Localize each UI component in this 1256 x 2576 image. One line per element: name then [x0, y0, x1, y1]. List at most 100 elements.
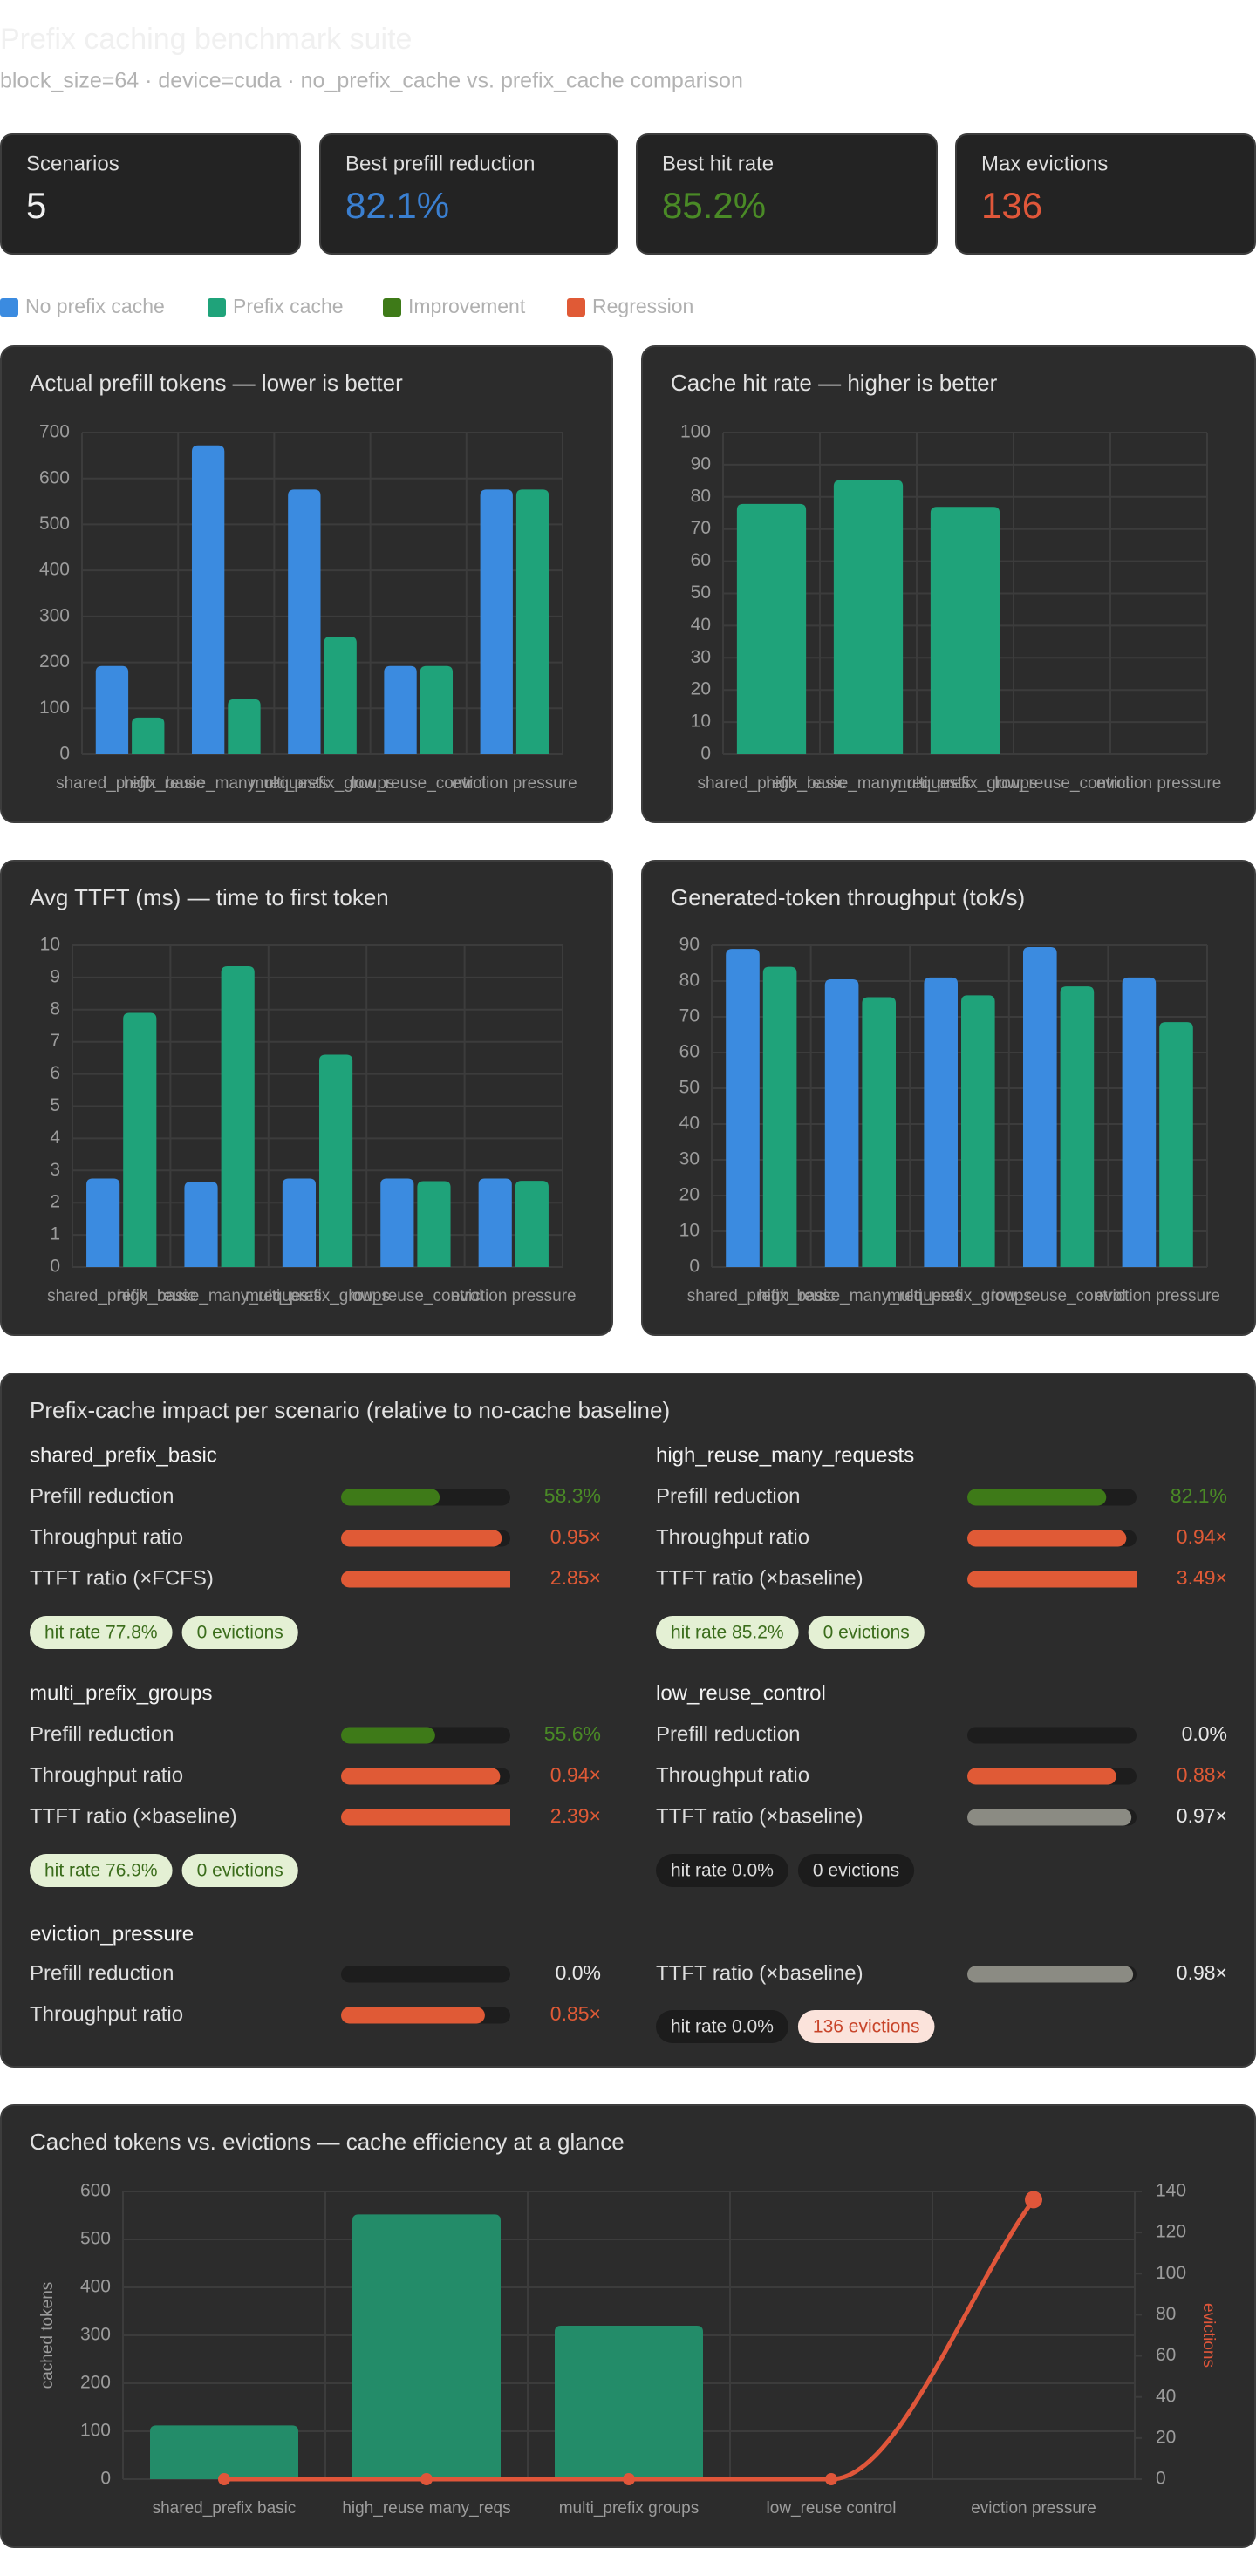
- y-tick-label: 60: [691, 550, 711, 570]
- y-tick-label: 90: [691, 453, 711, 474]
- badge-text: hit rate 77.8%: [44, 1623, 158, 1643]
- bar: [762, 966, 797, 1267]
- badge: [797, 1854, 915, 1887]
- metric-value: 2.39×: [550, 1804, 601, 1827]
- x-tick-label: high_reuse_many_requests: [124, 774, 329, 793]
- metric-value: 2.85×: [550, 1566, 601, 1589]
- y-tick-label: 0: [100, 2469, 111, 2489]
- y-tick-label: 9: [50, 966, 60, 986]
- metric-value: 0.98×: [1177, 1961, 1227, 1984]
- metric-value: 0.97×: [1177, 1804, 1227, 1827]
- bar: [930, 507, 1000, 754]
- metric-label: Prefill reduction: [30, 1722, 174, 1746]
- badge: [181, 1854, 298, 1887]
- meter-track: [967, 1727, 1137, 1744]
- metric-label: Throughput ratio: [656, 1525, 809, 1549]
- y-axis-title: cached tokens: [38, 2282, 57, 2389]
- meter-track: [341, 2007, 510, 2024]
- kpi-value: 136: [981, 185, 1042, 226]
- point: [218, 2473, 230, 2485]
- legend-label: Prefix cache: [233, 295, 344, 317]
- bar: [95, 665, 129, 754]
- y-tick-label: 6: [50, 1063, 60, 1083]
- badge: [656, 1616, 799, 1649]
- line: [223, 2198, 1036, 2482]
- y-tick-label: 40: [691, 615, 711, 635]
- bar: [221, 965, 255, 1267]
- y-tick-label: 8: [50, 998, 60, 1019]
- x-tick-label: eviction pressure: [971, 2499, 1096, 2518]
- y-tick-label: 200: [39, 651, 70, 671]
- bar: [184, 1182, 218, 1267]
- y-tick-label: 10: [679, 1221, 700, 1241]
- y-tick-label: 5: [50, 1095, 60, 1115]
- y-tick-label: 2: [50, 1192, 60, 1212]
- bar: [736, 503, 807, 754]
- meter-track: [341, 1530, 510, 1547]
- badge-text: 0 evictions: [197, 1861, 283, 1881]
- y-tick-label: 90: [679, 935, 700, 955]
- bar: [480, 489, 513, 754]
- bar: [961, 995, 995, 1267]
- legend-label: Regression: [592, 295, 693, 317]
- kpi-label: Best prefill reduction: [345, 152, 535, 175]
- y2-tick-label: 100: [1156, 2263, 1186, 2283]
- y-tick-label: 30: [679, 1149, 700, 1169]
- y-tick-label: 400: [80, 2277, 111, 2297]
- metric-label: Throughput ratio: [30, 1525, 183, 1549]
- chart-title: Cached tokens vs. evictions — cache effi…: [30, 2129, 625, 2155]
- x-tick-label: eviction pressure: [1096, 774, 1222, 793]
- panel: [319, 133, 618, 255]
- y-tick-label: 600: [39, 467, 70, 487]
- x-tick-label: high_reuse_many_requests: [117, 1287, 322, 1305]
- x-tick-label: low_reuse_control: [348, 1287, 482, 1305]
- bar: [1122, 977, 1157, 1267]
- x-tick-label: shared_prefix_basic: [47, 1287, 195, 1305]
- legend-swatch: [383, 298, 401, 317]
- badge: [656, 2010, 788, 2043]
- y-tick-label: 7: [50, 1031, 60, 1051]
- badge-text: 0 evictions: [197, 1623, 283, 1643]
- x-tick-label: high_reuse many_reqs: [342, 2499, 510, 2518]
- y-tick-label: 4: [50, 1128, 60, 1148]
- badge-text: hit rate 0.0%: [671, 1861, 774, 1881]
- x-tick-label: multi_prefix_groups: [250, 774, 395, 793]
- meter-fill: [967, 1809, 1132, 1826]
- metric-value: 0.94×: [550, 1763, 601, 1786]
- meter-track: [341, 1727, 510, 1744]
- impact-title: Prefix-cache impact per scenario (relati…: [30, 1397, 670, 1423]
- kpi-label: Max evictions: [981, 152, 1108, 175]
- badge-text: 136 evictions: [813, 2017, 920, 2037]
- bar: [324, 637, 357, 754]
- x-tick-label: low_reuse control: [767, 2499, 897, 2518]
- meter-fill: [341, 1571, 510, 1588]
- panel: [955, 133, 1256, 255]
- meter-fill: [967, 1768, 1116, 1785]
- scenario-name: low_reuse_control: [656, 1681, 826, 1705]
- x-tick-label: multi_prefix_groups: [893, 774, 1038, 793]
- kpi-label: Scenarios: [26, 152, 119, 175]
- bar: [833, 480, 904, 754]
- x-tick-label: low_reuse_control: [352, 774, 486, 793]
- bar: [1060, 986, 1095, 1267]
- legend-swatch: [208, 298, 226, 317]
- chart-title: Generated-token throughput (tok/s): [671, 884, 1025, 910]
- metric-label: TTFT ratio (×baseline): [656, 1566, 864, 1590]
- x-tick-label: shared_prefix basic: [153, 2499, 297, 2518]
- metric-value: 3.49×: [1177, 1566, 1227, 1589]
- meter-fill: [967, 1489, 1107, 1506]
- y2-tick-label: 60: [1156, 2345, 1176, 2365]
- legend-label: No prefix cache: [25, 295, 165, 317]
- bar: [150, 2425, 298, 2479]
- bar: [555, 2326, 703, 2479]
- legend-swatch: [567, 298, 585, 317]
- metric-label: Throughput ratio: [30, 2002, 183, 2026]
- bar: [515, 489, 550, 754]
- meter-bg: [341, 1966, 510, 1983]
- bar: [380, 1178, 414, 1267]
- y-tick-label: 40: [679, 1114, 700, 1134]
- bar: [228, 699, 261, 754]
- metric-label: Prefill reduction: [30, 1484, 174, 1508]
- bar: [123, 1012, 157, 1267]
